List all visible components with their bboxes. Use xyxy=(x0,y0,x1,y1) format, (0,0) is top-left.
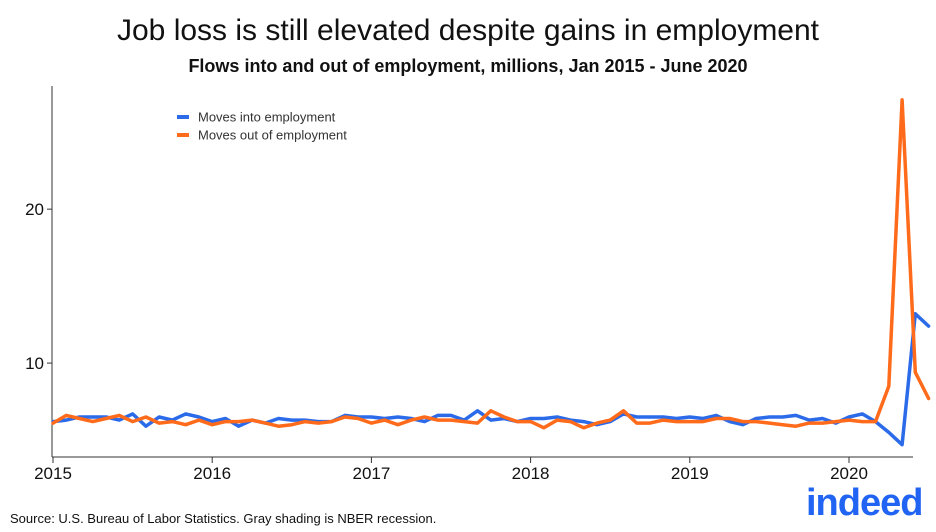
series-line-moves-out-of-employment xyxy=(51,98,931,430)
y-tick-label: 20 xyxy=(25,200,44,219)
source-note: Source: U.S. Bureau of Labor Statistics.… xyxy=(10,511,437,526)
series-line-moves-into-employment xyxy=(51,312,931,447)
chart-subtitle: Flows into and out of employment, millio… xyxy=(188,56,748,76)
legend-label: Moves into employment xyxy=(198,110,336,125)
x-tick-label: 2015 xyxy=(34,464,72,483)
chart-legend: Moves into employment Moves out of employ… xyxy=(177,110,347,143)
chart-axes: 2015 2016 2017 2018 2019 2020 10 20 xyxy=(25,86,913,483)
x-tick-label: 2018 xyxy=(512,464,550,483)
x-tick-label: 2016 xyxy=(193,464,231,483)
x-tick-label: 2017 xyxy=(352,464,390,483)
chart-title: Job loss is still elevated despite gains… xyxy=(116,14,820,47)
series-layer xyxy=(51,98,931,447)
y-tick-label: 10 xyxy=(25,354,44,373)
legend-label: Moves out of employment xyxy=(198,128,347,143)
indeed-logo: indeed xyxy=(806,482,923,524)
x-tick-label: 2020 xyxy=(830,464,868,483)
x-tick-label: 2019 xyxy=(671,464,709,483)
